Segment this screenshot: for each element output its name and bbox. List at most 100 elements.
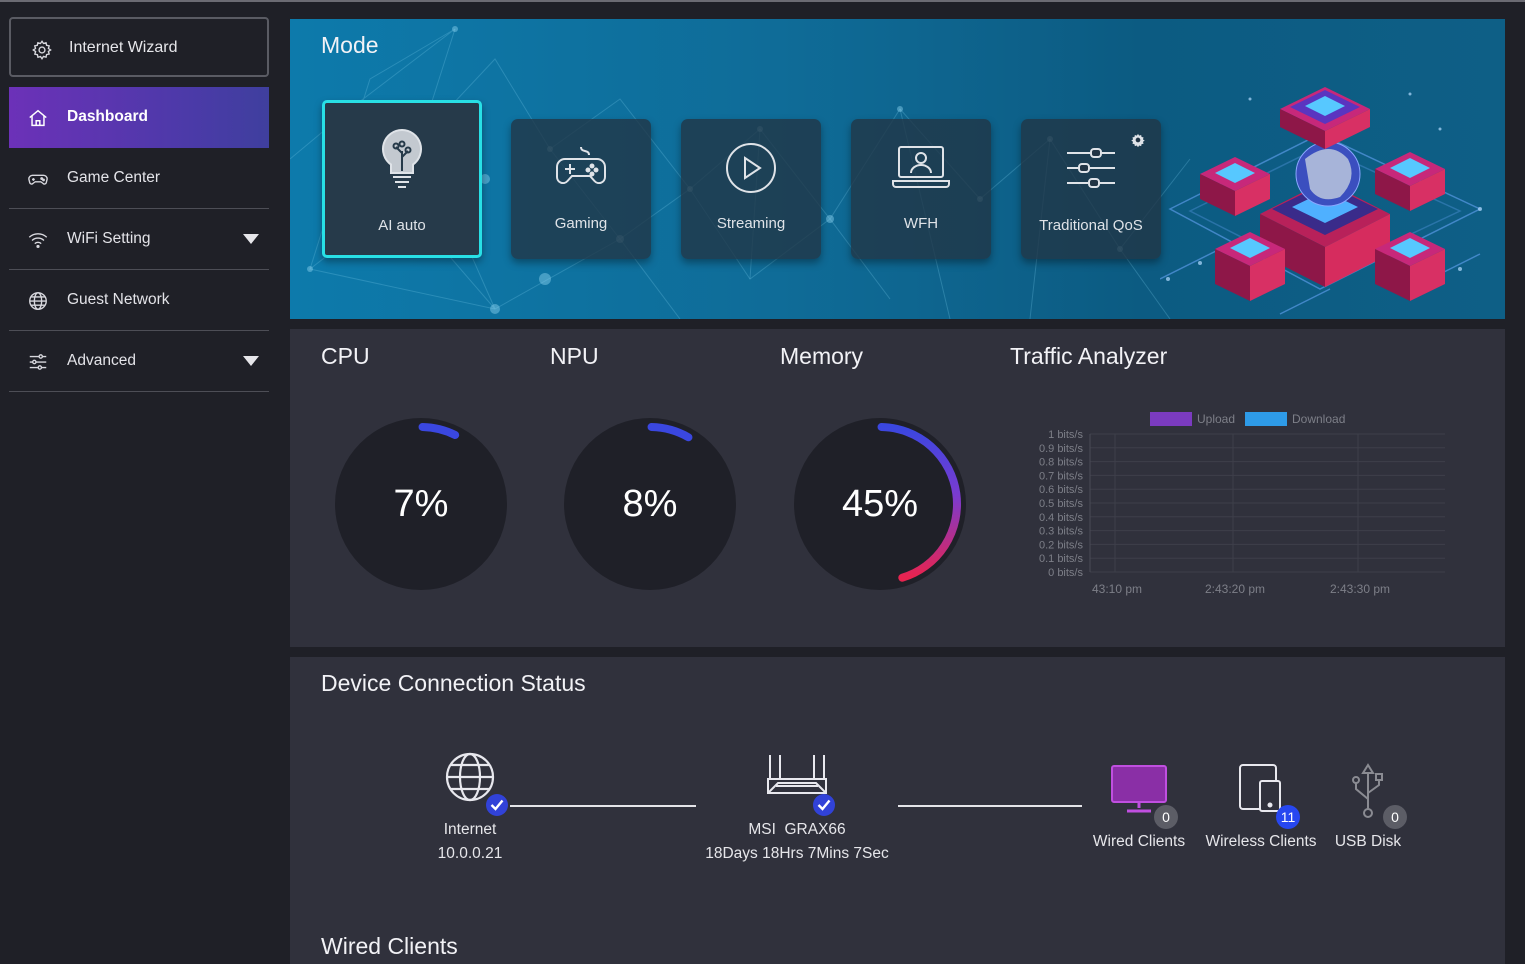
y-tick-label: 0.6 bits/s [1039,484,1084,496]
wireless-clients-count: 11 [1276,805,1300,829]
internet-label: Internet [443,821,497,838]
gamepad-icon [28,174,48,185]
npu-value: 8% [622,483,678,525]
y-tick-label: 0.2 bits/s [1039,539,1084,551]
y-tick-label: 0.7 bits/s [1039,470,1084,482]
mode-tile-ai-auto[interactable]: AI auto [322,100,482,258]
usb-disk-count: 0 [1383,805,1407,829]
y-tick-label: 0.3 bits/s [1039,526,1084,538]
y-tick-label: 0.5 bits/s [1039,498,1084,510]
router-label: MSI GRAX66 [748,821,846,838]
router-node: MSI GRAX66 18Days 18Hrs 7Mins 7Sec [677,821,917,863]
x-tick-label: 2:43:30 pm [1330,582,1390,596]
memory-gauge-ring [794,418,966,590]
mode-tile-label: WFH [903,215,939,232]
x-tick-label: 2:43:20 pm [1205,582,1265,596]
sidebar-item-label: Advanced [67,352,136,369]
mode-title: Mode [321,32,379,58]
npu-gauge-disc [564,418,736,590]
monitor-icon [1111,765,1167,813]
window-top-border [0,0,1525,2]
connection-line [510,805,696,807]
legend-swatch [1245,412,1287,426]
router-uptime: 18Days 18Hrs 7Mins 7Sec [705,845,889,862]
memory-title: Memory [780,343,864,369]
y-tick-label: 0.9 bits/s [1039,443,1084,455]
stats-panel: CPU NPU Memory Traffic Analyzer 7% 8% 45… [290,329,1505,647]
internet-wizard-label: Internet Wizard [69,39,178,56]
memory-gauge: 45% [793,417,967,591]
memory-gauge-disc [794,418,966,590]
mode-tile-wfh[interactable]: WFH [851,119,991,259]
mode-tile-traditional-qos[interactable]: Traditional QoS [1021,119,1161,259]
sliders-icon [29,354,47,370]
usb-icon [1352,763,1383,818]
sidebar-item-wifi-setting[interactable]: WiFi Setting [9,209,269,270]
legend-label: Download [1292,412,1345,426]
router-icon [767,755,827,794]
wired-clients-count: 0 [1154,805,1178,829]
sidebar: Internet Wizard Dashboard Game Center Wi… [0,2,278,964]
gamepad-icon [555,146,607,185]
wired-clients-section-title: Wired Clients [321,933,458,959]
laptop-user-icon [892,146,950,188]
legend-label: Upload [1197,412,1235,426]
device-status-title: Device Connection Status [321,670,586,696]
mode-tile-label: Gaming [554,215,608,232]
cpu-value: 7% [393,483,449,525]
memory-gauge-arc [877,423,961,582]
scrollbar-track[interactable] [1506,2,1524,964]
wireless-clients-label: Wireless Clients [1205,833,1317,850]
mobile-devices-icon [1239,764,1281,812]
legend-swatch [1150,412,1192,426]
lightbulb-icon [382,128,422,188]
sidebar-item-dashboard[interactable]: Dashboard [9,87,269,148]
cpu-gauge: 7% [334,417,508,591]
usb-disk-node[interactable]: USB Disk [1330,763,1406,855]
npu-gauge-ring [564,418,736,590]
gear-icon[interactable] [1131,133,1145,147]
y-tick-label: 0.8 bits/s [1039,457,1084,469]
sidebar-item-label: Guest Network [67,291,170,308]
internet-node: Internet 10.0.0.21 [420,821,520,863]
x-tick-label: 43:10 pm [1092,582,1142,596]
sidebar-item-label: Dashboard [67,108,148,125]
traffic-analyzer-title: Traffic Analyzer [1010,343,1168,369]
npu-gauge: 8% [563,417,737,591]
chevron-down-icon[interactable] [243,234,259,244]
internet-ip: 10.0.0.21 [437,845,503,862]
internet-wizard-button[interactable]: Internet Wizard [9,17,269,77]
sidebar-item-label: Game Center [67,169,161,186]
y-tick-label: 0.1 bits/s [1039,553,1084,565]
mode-tile-gaming[interactable]: Gaming [511,119,651,259]
chevron-down-icon[interactable] [243,356,259,366]
traffic-chart: Upload Download 1 bits/s 0.9 bits/s 0.8 bits… [1039,412,1445,596]
mode-tile-label: Traditional QoS [1039,217,1143,234]
wireless-clients-node[interactable]: Wireless Clients [1202,763,1320,855]
check-badge-icon [486,794,508,816]
memory-value: 45% [841,483,919,525]
sliders-icon [1067,148,1115,188]
mode-tile-label: Streaming [716,215,786,232]
device-panel: Device Connection Status Internet 10.0.0… [290,657,1505,964]
y-tick-label: 0 bits/s [1048,567,1083,579]
globe-icon [29,292,47,310]
wifi-icon [28,233,48,249]
gear-icon [32,40,52,60]
mode-panel: Mode AI auto Gaming Streaming WFH Tradit… [290,19,1505,319]
sidebar-item-advanced[interactable]: Advanced [9,331,269,392]
npu-title: NPU [550,343,599,369]
cpu-title: CPU [321,343,370,369]
mode-tile-streaming[interactable]: Streaming [681,119,821,259]
npu-gauge-arc [647,423,693,442]
home-icon [29,109,47,127]
wired-clients-node[interactable]: Wired Clients [1082,765,1196,855]
sidebar-item-game-center[interactable]: Game Center [9,148,269,209]
connection-line [898,805,1082,807]
y-tick-label: 1 bits/s [1048,429,1083,441]
cpu-gauge-arc [418,423,460,439]
globe-icon [445,752,495,802]
mode-tile-label: AI auto [378,217,426,234]
sidebar-item-guest-network[interactable]: Guest Network [9,270,269,331]
isometric-server-illustration [1160,87,1482,315]
